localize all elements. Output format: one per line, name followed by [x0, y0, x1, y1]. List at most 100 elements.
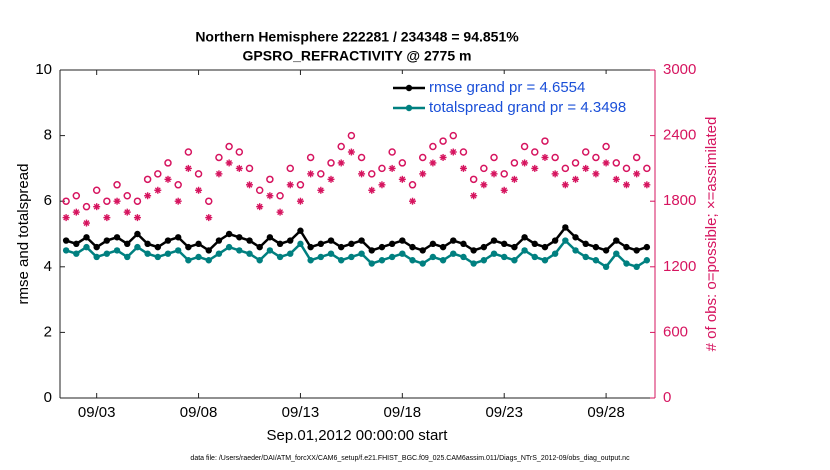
- point: [348, 240, 355, 248]
- point: [612, 159, 621, 167]
- point: [399, 237, 406, 244]
- point: [419, 260, 426, 267]
- asterisk-stroke: [134, 214, 141, 221]
- point: [541, 137, 549, 145]
- asterisk-stroke: [226, 159, 233, 166]
- point: [510, 159, 519, 167]
- point: [317, 253, 325, 261]
- asterisk-stroke: [419, 170, 426, 177]
- point: [246, 237, 253, 244]
- point: [480, 164, 488, 173]
- point: [123, 191, 131, 200]
- point: [134, 230, 141, 238]
- point: [184, 164, 192, 172]
- point: [317, 240, 325, 248]
- point: [256, 243, 263, 251]
- point: [225, 243, 233, 251]
- point: [235, 164, 243, 172]
- plot-area: [60, 70, 655, 398]
- point: [154, 170, 162, 178]
- point: [307, 243, 314, 251]
- asterisk-stroke: [592, 170, 599, 177]
- asterisk-stroke: [521, 159, 528, 166]
- asterisk-stroke: [165, 176, 171, 183]
- x-axis-label: Sep.01,2012 00:00:00 start: [267, 427, 449, 444]
- point: [368, 170, 376, 178]
- asterisk-stroke: [633, 170, 640, 177]
- asterisk-stroke: [277, 209, 284, 216]
- point: [347, 131, 356, 140]
- asterisk-stroke: [379, 181, 385, 188]
- point: [144, 240, 151, 248]
- point: [408, 181, 417, 189]
- asterisk-stroke: [266, 192, 273, 199]
- point: [236, 234, 243, 241]
- point: [490, 237, 498, 244]
- point: [405, 104, 413, 112]
- point: [572, 234, 579, 241]
- point: [643, 181, 651, 189]
- point: [307, 257, 314, 264]
- point: [225, 159, 233, 167]
- point: [378, 257, 386, 264]
- point: [103, 214, 111, 222]
- asterisk-stroke: [236, 165, 243, 172]
- point: [215, 250, 223, 257]
- point: [236, 247, 243, 254]
- point: [521, 159, 529, 167]
- y2-tick-label: 1200: [663, 258, 696, 275]
- point: [113, 234, 121, 241]
- point: [633, 170, 641, 178]
- point: [296, 181, 305, 189]
- point: [368, 247, 375, 254]
- point: [520, 142, 529, 151]
- x-tick-label: 09/18: [384, 404, 422, 421]
- footnote: data file: /Users/raeder/DAI/ATM_forcXX/…: [190, 455, 630, 462]
- point: [174, 247, 182, 254]
- point: [143, 175, 152, 184]
- point: [266, 247, 274, 254]
- point: [613, 250, 620, 257]
- point: [388, 240, 396, 248]
- point: [317, 170, 325, 178]
- point: [429, 253, 437, 261]
- point: [317, 186, 325, 194]
- point: [571, 159, 580, 167]
- point: [154, 243, 162, 251]
- point: [327, 159, 335, 167]
- chart-subtitle: GPSRO_REFRACTIVITY @ 2775 m: [243, 48, 472, 64]
- point: [113, 197, 121, 205]
- point: [194, 170, 203, 178]
- point: [368, 186, 376, 194]
- point: [449, 131, 458, 140]
- point: [592, 257, 600, 264]
- point: [358, 237, 365, 244]
- point: [429, 142, 437, 151]
- point: [256, 203, 264, 211]
- point: [510, 175, 518, 183]
- point: [144, 250, 151, 257]
- point: [276, 240, 284, 248]
- point: [297, 240, 304, 248]
- point: [62, 247, 70, 254]
- asterisk-stroke: [643, 181, 650, 188]
- point: [195, 253, 202, 261]
- point: [133, 214, 141, 222]
- point: [511, 243, 518, 251]
- point: [541, 257, 549, 264]
- x-tick-label: 09/13: [282, 404, 320, 421]
- point: [602, 247, 610, 254]
- point: [490, 170, 498, 178]
- asterisk-stroke: [195, 187, 202, 194]
- point: [144, 192, 152, 200]
- point: [551, 170, 559, 178]
- point: [388, 148, 396, 156]
- point: [439, 257, 447, 264]
- point: [72, 191, 81, 200]
- point: [459, 148, 468, 156]
- asterisk-stroke: [144, 192, 151, 199]
- point: [205, 197, 213, 205]
- asterisk-stroke: [491, 170, 497, 177]
- point: [511, 257, 518, 264]
- point: [450, 237, 457, 244]
